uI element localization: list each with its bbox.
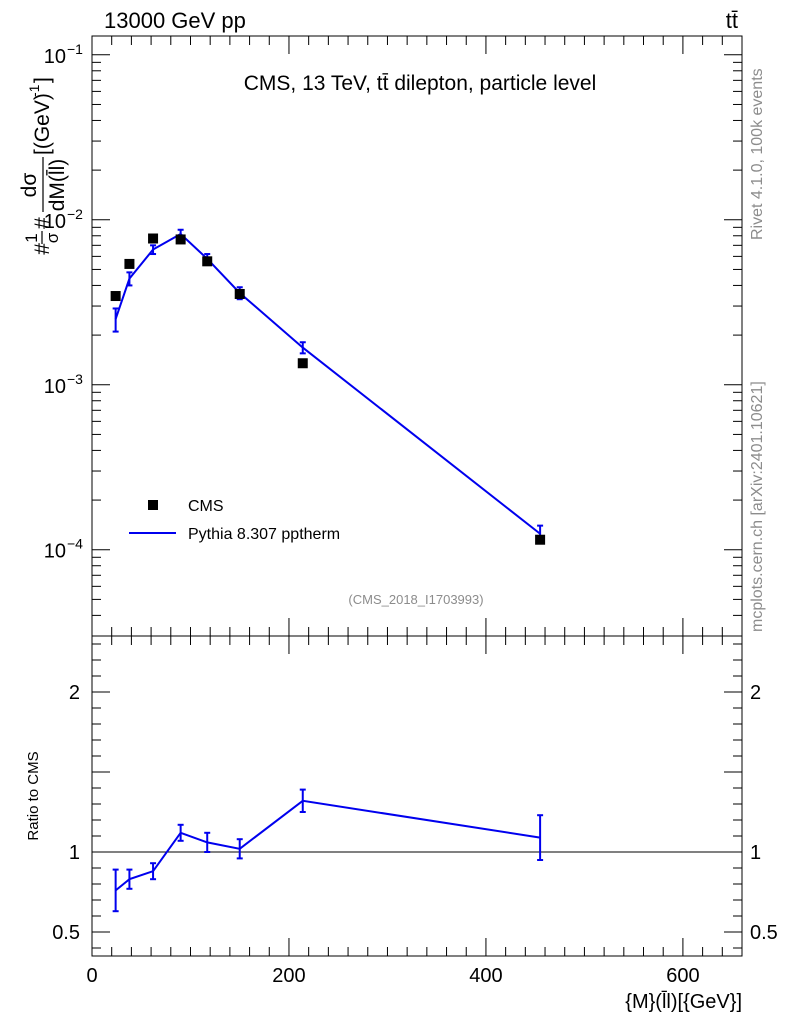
x-tick-label: 200 bbox=[272, 965, 305, 987]
header-left-label: 13000 GeV pp bbox=[104, 8, 246, 33]
header-right-label: tt̄ bbox=[726, 8, 738, 33]
ylabel-units-close: ] bbox=[31, 77, 54, 83]
x-tick-label: 400 bbox=[469, 965, 502, 987]
ratio-y-axis: 0.5 0.5 1 1 2 2 bbox=[52, 643, 778, 949]
ratio-y-tick-label-right: 2 bbox=[750, 682, 761, 704]
main-y-tick-label: 10 bbox=[44, 376, 66, 398]
x-tick-label: 600 bbox=[666, 965, 699, 987]
ylabel-frac-den: σ bbox=[43, 232, 62, 243]
main-y-tick-exponent: −3 bbox=[67, 371, 83, 387]
main-y-tick-label: 10 bbox=[44, 211, 66, 233]
main-title: CMS, 13 TeV, tt̄ dilepton, particle leve… bbox=[244, 72, 597, 95]
cms-data-point bbox=[297, 358, 308, 369]
main-y-tick-exponent: −2 bbox=[67, 206, 83, 222]
ylabel-units: [(GeV) bbox=[31, 93, 54, 155]
main-y-axis: 10−110−210−310−4 bbox=[44, 41, 742, 637]
ylabel-prefix: # bbox=[31, 243, 54, 255]
cms-data-point bbox=[175, 234, 186, 245]
ratio-series bbox=[112, 788, 544, 913]
ratio-panel-frame bbox=[91, 635, 743, 957]
ratio-y-axis-label-group: Ratio to CMS bbox=[25, 751, 42, 840]
ratio-y-tick-label: 2 bbox=[69, 682, 80, 704]
main-y-tick-exponent: −1 bbox=[67, 41, 83, 57]
mc-line bbox=[114, 232, 541, 535]
cms-data-point bbox=[110, 291, 121, 302]
mcplots-label: mcplots.cern.ch [arXiv:2401.10621] bbox=[749, 381, 766, 632]
ylabel-frac-num: 1 bbox=[22, 233, 41, 242]
legend-cms-label: CMS bbox=[188, 498, 224, 515]
legend-mc-label: Pythia 8.307 pptherm bbox=[188, 526, 340, 543]
cms-series-main bbox=[110, 233, 546, 545]
rivet-label: Rivet 4.1.0, 100k events bbox=[749, 68, 766, 240]
cms-data-point bbox=[535, 534, 546, 545]
main-x-axis bbox=[91, 36, 743, 636]
x-axis-label: {M}(l̄l)[{GeV}] bbox=[625, 990, 742, 1013]
cms-data-point bbox=[148, 233, 159, 244]
x-tick-label: 0 bbox=[86, 965, 97, 987]
legend: CMS Pythia 8.307 pptherm bbox=[129, 498, 340, 543]
ylabel-dden: dM(l̄l) bbox=[45, 159, 69, 212]
legend-cms-marker bbox=[148, 500, 158, 510]
mcplots-label-group: mcplots.cern.ch [arXiv:2401.10621] bbox=[749, 381, 766, 632]
ratio-y-axis-label: Ratio to CMS bbox=[25, 751, 42, 840]
main-panel-frame bbox=[91, 35, 743, 637]
cms-data-point bbox=[202, 256, 213, 267]
ratio-y-tick-label: 1 bbox=[69, 842, 80, 864]
mc-series-main bbox=[112, 228, 544, 544]
ylabel-mid: # bbox=[31, 217, 54, 229]
main-y-tick-label: 10 bbox=[44, 46, 66, 68]
ratio-y-tick-label-right: 0.5 bbox=[750, 922, 778, 944]
main-y-tick-exponent: −4 bbox=[67, 536, 83, 552]
ratio-line bbox=[115, 799, 541, 892]
ratio-y-tick-label-right: 1 bbox=[750, 842, 761, 864]
main-y-tick-label: 10 bbox=[44, 541, 66, 563]
cms-data-point bbox=[124, 258, 135, 269]
ylabel-units-exp: -1 bbox=[26, 84, 42, 97]
main-y-axis-label: # 1 σ # dσ dM(l̄l) [(GeV) -1 ] bbox=[18, 77, 69, 255]
cms-data-point bbox=[234, 288, 245, 299]
rivet-label-group: Rivet 4.1.0, 100k events bbox=[749, 68, 766, 240]
ratio-y-tick-label: 0.5 bbox=[52, 922, 80, 944]
analysis-watermark: (CMS_2018_I1703993) bbox=[348, 592, 483, 607]
ratio-x-axis: 0 200 400 600 bbox=[86, 636, 743, 987]
ylabel-dnum: dσ bbox=[18, 173, 41, 198]
